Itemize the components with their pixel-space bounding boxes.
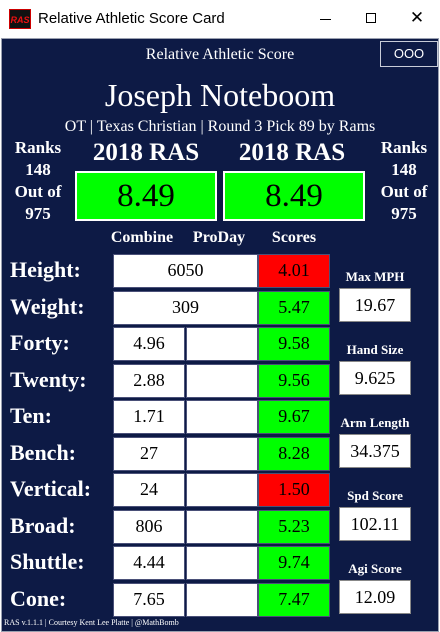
metric-proday-value[interactable]: [186, 437, 258, 471]
metric-proday-value[interactable]: [186, 510, 258, 544]
left-rank-value: 148: [25, 160, 51, 179]
close-icon: ✕: [409, 8, 425, 28]
metric-score: 8.28: [258, 437, 330, 471]
metric-label: Ten:: [10, 403, 52, 428]
ras-title-left: 2018 RAS: [92, 139, 200, 166]
metric-combine-value[interactable]: 806: [113, 510, 185, 544]
minimize-icon: [320, 19, 331, 20]
metric-combine-value[interactable]: 4.44: [113, 546, 185, 580]
side-stat-value: 34.375: [339, 434, 411, 468]
menu-button[interactable]: OOO: [380, 41, 438, 67]
metric-score: 5.23: [258, 510, 330, 544]
metric-combine-value[interactable]: 4.96: [113, 327, 185, 361]
metric-proday-value[interactable]: [186, 327, 258, 361]
window-titlebar: RAS Relative Athletic Score Card ✕: [0, 0, 440, 38]
side-stat-label: Max MPH: [345, 269, 405, 284]
side-stat-value: 12.09: [339, 580, 411, 614]
metric-proday-value[interactable]: [186, 546, 258, 580]
left-out-of-label: Out of: [14, 182, 62, 201]
metric-label: Broad:: [10, 513, 76, 538]
metric-proday-value[interactable]: [186, 400, 258, 434]
metric-proday-value[interactable]: [186, 583, 258, 617]
metric-proday-value[interactable]: [186, 364, 258, 398]
proday-column-header: ProDay: [192, 229, 246, 246]
left-rank-total: 975: [25, 204, 51, 223]
metric-score: 4.01: [258, 254, 330, 288]
score-card-panel: Relative Athletic Score OOO Joseph Noteb…: [1, 38, 439, 632]
metric-combine-value[interactable]: 24: [113, 473, 185, 507]
metric-score: 9.58: [258, 327, 330, 361]
side-stat-label: Spd Score: [347, 488, 403, 503]
player-info: OT | Texas Christian | Round 3 Pick 89 b…: [64, 118, 376, 135]
metric-score: 1.50: [258, 473, 330, 507]
side-stat-label: Arm Length: [340, 415, 410, 430]
player-name: Joseph Noteboom: [104, 77, 336, 113]
metric-label: Vertical:: [10, 476, 92, 501]
metric-label: Forty:: [10, 330, 70, 355]
ras-title-right: 2018 RAS: [238, 139, 346, 166]
metric-label: Cone:: [10, 586, 67, 611]
close-button[interactable]: ✕: [394, 0, 440, 38]
metric-label: Shuttle:: [10, 549, 85, 574]
side-stat-value: 9.625: [339, 361, 411, 395]
ras-score-right: 8.49: [223, 171, 365, 221]
right-ranks-label: Ranks: [380, 138, 428, 157]
metric-combine-value[interactable]: 7.65: [113, 583, 185, 617]
metric-combine-value[interactable]: 309: [113, 291, 258, 325]
ras-score-left: 8.49: [75, 171, 217, 221]
header-title: Relative Athletic Score: [145, 46, 295, 63]
window-title: Relative Athletic Score Card: [38, 10, 225, 27]
footer-credit: RAS v.1.1.1 | Courtesy Kent Lee Platte |…: [4, 618, 179, 627]
metric-label: Bench:: [10, 440, 76, 465]
left-ranks-label: Ranks: [14, 138, 62, 157]
metric-score: 9.56: [258, 364, 330, 398]
right-rank-value: 148: [391, 160, 417, 179]
combine-column-header: Combine: [110, 229, 174, 246]
metric-score: 9.74: [258, 546, 330, 580]
metric-combine-value[interactable]: 2.88: [113, 364, 185, 398]
side-stat-value: 19.67: [339, 288, 411, 322]
metric-label: Twenty:: [10, 367, 87, 392]
metric-combine-value[interactable]: 1.71: [113, 400, 185, 434]
left-ranks-block: Ranks 148 Out of 975: [3, 137, 73, 225]
metric-label: Height:: [10, 257, 81, 282]
metric-combine-value[interactable]: 6050: [113, 254, 258, 288]
side-stat-value: 102.11: [339, 507, 411, 541]
metric-score: 9.67: [258, 400, 330, 434]
minimize-button[interactable]: [302, 0, 348, 38]
right-out-of-label: Out of: [380, 182, 428, 201]
side-stat-label: Hand Size: [346, 342, 404, 357]
right-rank-total: 975: [391, 204, 417, 223]
side-stat-label: Agi Score: [348, 561, 402, 576]
metric-proday-value[interactable]: [186, 473, 258, 507]
ras-app-icon: RAS: [9, 9, 31, 29]
scores-column-header: Scores: [271, 229, 317, 246]
maximize-button[interactable]: [348, 0, 394, 38]
maximize-icon: [366, 13, 376, 23]
metric-combine-value[interactable]: 27: [113, 437, 185, 471]
metric-label: Weight:: [10, 294, 85, 319]
right-ranks-block: Ranks 148 Out of 975: [369, 137, 439, 225]
metric-score: 7.47: [258, 583, 330, 617]
metric-score: 5.47: [258, 291, 330, 325]
